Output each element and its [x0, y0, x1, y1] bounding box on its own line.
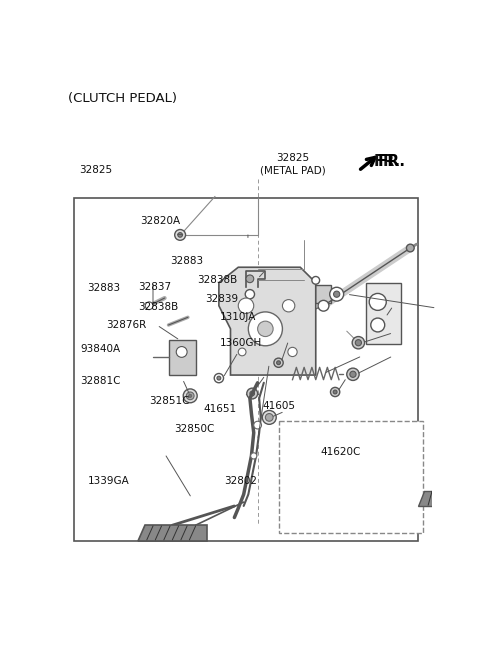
Bar — [168, 341, 196, 375]
Bar — [433, 460, 454, 475]
Circle shape — [176, 346, 187, 358]
Text: 41605: 41605 — [263, 402, 296, 411]
Circle shape — [333, 390, 337, 394]
Circle shape — [330, 387, 340, 397]
Circle shape — [282, 299, 295, 312]
Text: 32850C: 32850C — [174, 424, 214, 434]
Text: 93840A: 93840A — [81, 345, 120, 354]
Text: 32802: 32802 — [224, 476, 257, 486]
Bar — [279, 421, 423, 533]
Circle shape — [183, 389, 197, 403]
Circle shape — [265, 413, 273, 421]
Text: 32876R: 32876R — [107, 320, 147, 329]
Circle shape — [145, 302, 153, 310]
Circle shape — [214, 373, 224, 383]
Circle shape — [407, 244, 414, 252]
Bar — [300, 285, 331, 303]
Circle shape — [276, 361, 280, 365]
Circle shape — [178, 233, 182, 237]
Circle shape — [186, 392, 194, 400]
Circle shape — [238, 348, 246, 356]
Circle shape — [369, 293, 386, 310]
Circle shape — [258, 321, 273, 337]
Text: 1339GA: 1339GA — [88, 476, 130, 486]
Circle shape — [371, 318, 385, 332]
Circle shape — [248, 312, 282, 346]
Bar — [366, 283, 401, 345]
Text: 1310JA: 1310JA — [220, 312, 256, 322]
Text: 32838B: 32838B — [138, 302, 179, 312]
Circle shape — [288, 347, 297, 356]
Circle shape — [251, 453, 257, 459]
Circle shape — [238, 298, 254, 314]
Text: (METAL PAD): (METAL PAD) — [260, 166, 325, 176]
Circle shape — [247, 388, 258, 399]
Circle shape — [175, 229, 186, 240]
Circle shape — [245, 290, 254, 299]
Circle shape — [246, 275, 254, 283]
Circle shape — [350, 371, 356, 377]
Polygon shape — [137, 525, 207, 540]
Circle shape — [254, 421, 262, 429]
Text: 32883: 32883 — [87, 283, 120, 293]
Polygon shape — [219, 267, 316, 375]
Text: (CLUTCH PEDAL): (CLUTCH PEDAL) — [68, 92, 177, 105]
Text: 1360GH: 1360GH — [220, 339, 262, 348]
Text: FR.: FR. — [374, 155, 401, 169]
Text: 32839: 32839 — [205, 294, 238, 304]
Circle shape — [334, 291, 340, 297]
Text: 41651: 41651 — [204, 404, 237, 414]
Text: 32825: 32825 — [276, 153, 309, 163]
Circle shape — [250, 391, 254, 396]
Text: 32837: 32837 — [138, 282, 171, 292]
Circle shape — [189, 394, 192, 398]
Circle shape — [274, 358, 283, 367]
Circle shape — [347, 368, 359, 381]
Text: 32825: 32825 — [79, 166, 112, 176]
Circle shape — [352, 337, 365, 349]
Circle shape — [312, 276, 320, 284]
Text: 32820A: 32820A — [140, 216, 180, 227]
Circle shape — [355, 340, 361, 346]
Bar — [74, 198, 418, 540]
Text: 32881C: 32881C — [81, 376, 121, 386]
Polygon shape — [418, 491, 467, 506]
Circle shape — [217, 376, 221, 380]
Circle shape — [330, 288, 344, 301]
Circle shape — [262, 411, 276, 424]
Circle shape — [318, 301, 329, 311]
Text: 41620C: 41620C — [321, 447, 361, 457]
Text: 32851C: 32851C — [149, 396, 190, 406]
Text: FR.: FR. — [378, 155, 406, 169]
Text: 32883: 32883 — [170, 256, 203, 266]
Text: 32838B: 32838B — [198, 275, 238, 286]
